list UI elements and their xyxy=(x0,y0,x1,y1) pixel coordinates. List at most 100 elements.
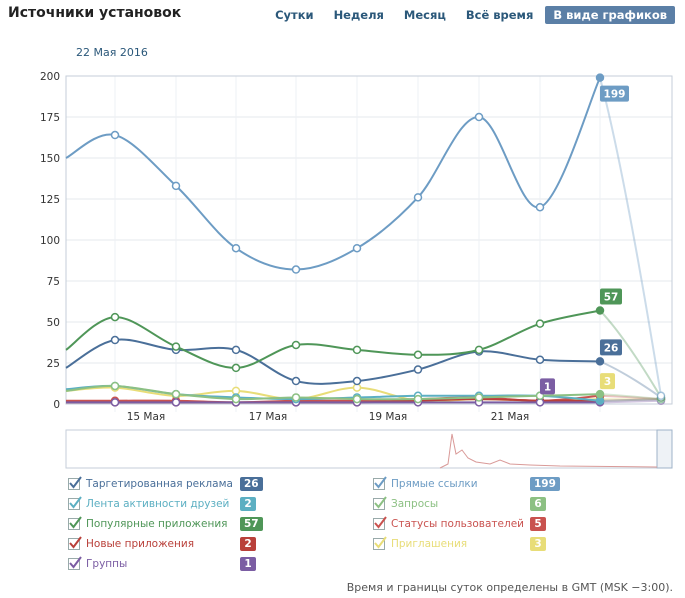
checkbox-icon[interactable] xyxy=(68,536,82,550)
data-point xyxy=(352,376,362,386)
legend-label: Прямые ссылки xyxy=(391,478,478,490)
tab-all-time[interactable]: Всё время xyxy=(465,8,534,22)
series-tail-2 xyxy=(599,360,662,399)
data-point xyxy=(474,345,484,355)
legend-item[interactable]: Лента активности друзей xyxy=(68,496,229,512)
legend-value-badge: 5 xyxy=(530,517,546,531)
series-tail-4 xyxy=(599,393,662,401)
checkbox-icon[interactable] xyxy=(373,476,387,490)
value-badge xyxy=(600,339,622,356)
series-tail-3 xyxy=(599,398,662,402)
data-point xyxy=(352,345,362,355)
checkbox-icon[interactable] xyxy=(373,516,387,530)
legend-label: Запросы xyxy=(391,498,439,510)
legend-item[interactable]: Прямые ссылки xyxy=(373,476,478,492)
series-tail-8 xyxy=(599,399,662,404)
y-tick-label: 125 xyxy=(40,194,60,206)
data-point xyxy=(535,202,545,212)
legend-item[interactable]: Группы xyxy=(68,556,127,572)
data-point xyxy=(110,312,120,322)
legend-value-badge: 3 xyxy=(530,537,546,551)
legend-value-badge: 1 xyxy=(240,557,256,571)
data-point xyxy=(535,319,545,328)
legend-value-badge: 57 xyxy=(240,517,263,531)
data-point xyxy=(110,381,120,391)
series-line-1 xyxy=(65,309,601,369)
data-point xyxy=(171,342,181,351)
x-tick-label: 17 Мая xyxy=(249,411,288,423)
value-badge-label: 1 xyxy=(544,381,551,393)
data-point xyxy=(110,398,120,407)
data-point xyxy=(656,391,666,401)
x-tick-label: 15 Мая xyxy=(127,411,166,423)
data-point xyxy=(595,357,605,366)
legend-item[interactable]: Статусы пользователей xyxy=(373,516,524,532)
plot-border xyxy=(65,75,673,405)
line-chart: 0 25 50 75 100 125 150 175 200 15 Мая 17 Мая 19 Мая… xyxy=(40,71,673,469)
period-tabs: Сутки Неделя Месяц Всё время В виде граф… xyxy=(263,6,675,24)
data-point xyxy=(291,340,301,350)
checkbox-icon[interactable] xyxy=(68,516,82,530)
timezone-note: Время и границы суток определены в GMT (… xyxy=(346,581,673,594)
data-point xyxy=(110,130,120,140)
legend-label: Статусы пользователей xyxy=(391,518,525,530)
checkbox-icon[interactable] xyxy=(68,496,82,510)
series-tail-0 xyxy=(599,77,662,396)
value-badge-label: 3 xyxy=(604,376,611,388)
tab-month[interactable]: Месяц xyxy=(403,8,446,22)
data-point xyxy=(291,265,301,274)
legend-label: Таргетированная реклама xyxy=(86,478,233,490)
legend-item[interactable]: Популярные приложения xyxy=(68,516,227,532)
checkbox-icon[interactable] xyxy=(68,556,82,570)
data-point xyxy=(231,345,241,355)
data-point xyxy=(352,243,362,253)
tab-day[interactable]: Сутки xyxy=(275,8,314,22)
series-tail-7 xyxy=(599,398,662,402)
data-point xyxy=(231,243,241,253)
legend-value-badge: 6 xyxy=(530,497,546,511)
series-line-4 xyxy=(65,384,601,401)
data-point xyxy=(474,112,484,122)
data-point xyxy=(171,398,181,407)
series-tail-1 xyxy=(599,309,662,398)
legend-label: Приглашения xyxy=(391,538,468,550)
checkbox-icon[interactable] xyxy=(373,496,387,510)
data-point xyxy=(171,389,181,399)
checkbox-icon[interactable] xyxy=(68,476,82,490)
data-point xyxy=(291,393,301,402)
data-point xyxy=(474,393,484,402)
legend-value-badge: 2 xyxy=(240,497,256,511)
tab-graphs[interactable]: В виде графиков xyxy=(545,6,675,24)
x-tick-label: 19 Мая xyxy=(369,411,408,423)
legend-item[interactable]: Приглашения xyxy=(373,536,467,552)
y-tick-label: 175 xyxy=(40,112,60,124)
legend-label: Группы xyxy=(86,558,128,570)
value-badge xyxy=(600,373,615,390)
series-tail-6 xyxy=(599,394,662,401)
data-point xyxy=(595,306,605,315)
legend-item[interactable]: Таргетированная реклама xyxy=(68,476,233,492)
range-navigator xyxy=(65,429,673,469)
legend-item[interactable]: Новые приложения xyxy=(68,536,194,552)
data-point xyxy=(110,335,120,345)
overview-sparkline xyxy=(439,433,658,469)
tab-week[interactable]: Неделя xyxy=(333,8,384,22)
data-point xyxy=(231,394,241,404)
legend-label: Лента активности друзей xyxy=(86,498,230,510)
legend-value-badge: 199 xyxy=(530,477,560,491)
value-badge-label: 26 xyxy=(604,342,619,354)
series-line-2 xyxy=(65,338,601,385)
data-point xyxy=(595,73,605,82)
data-point xyxy=(413,350,423,360)
legend-item[interactable]: Запросы xyxy=(373,496,438,512)
y-tick-label: 25 xyxy=(47,358,60,370)
checkbox-icon[interactable] xyxy=(373,536,387,550)
y-tick-label: 0 xyxy=(53,399,60,411)
data-point xyxy=(352,394,362,404)
value-badge xyxy=(540,378,555,395)
y-tick-label: 150 xyxy=(40,153,60,165)
data-point xyxy=(535,355,545,364)
y-tick-label: 200 xyxy=(40,71,60,83)
data-point xyxy=(291,376,301,386)
data-point xyxy=(171,181,181,191)
